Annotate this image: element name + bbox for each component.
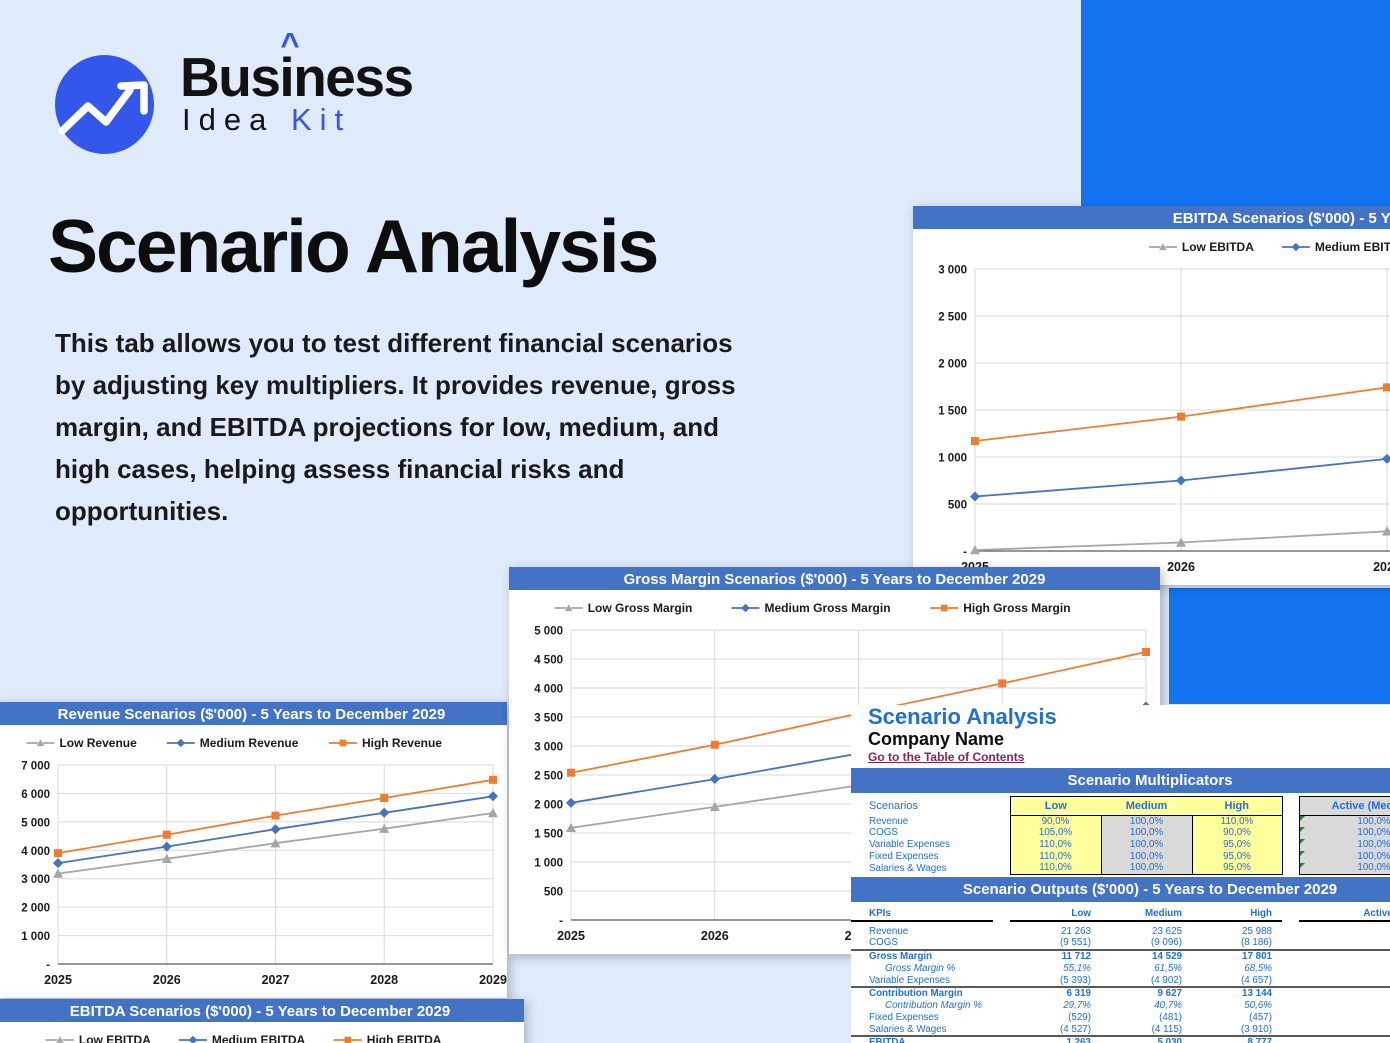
svg-text:Medium EBITDA: Medium EBITDA bbox=[212, 1033, 306, 1043]
svg-text:2025: 2025 bbox=[557, 929, 585, 943]
svg-text:2 500: 2 500 bbox=[534, 771, 563, 783]
svg-text:Revenue Scenarios ($'000) - 5: Revenue Scenarios ($'000) - 5 Years to D… bbox=[58, 706, 446, 723]
svg-text:5 000: 5 000 bbox=[534, 626, 563, 638]
svg-text:2 000: 2 000 bbox=[534, 800, 563, 812]
svg-text:Medium Gross Margin: Medium Gross Margin bbox=[765, 601, 891, 615]
svg-text:1 000: 1 000 bbox=[938, 453, 967, 465]
svg-text:500: 500 bbox=[544, 887, 563, 899]
svg-text:Low Revenue: Low Revenue bbox=[59, 736, 137, 750]
svg-text:1 500: 1 500 bbox=[534, 829, 563, 841]
svg-text:-: - bbox=[46, 960, 50, 972]
svg-text:Medium EBITDA: Medium EBITDA bbox=[1315, 240, 1390, 254]
svg-text:High Gross Margin: High Gross Margin bbox=[963, 601, 1070, 615]
svg-text:2027: 2027 bbox=[1373, 560, 1390, 574]
svg-text:High Revenue: High Revenue bbox=[362, 736, 442, 750]
svg-text:2026: 2026 bbox=[701, 929, 729, 943]
svg-text:4 500: 4 500 bbox=[534, 655, 563, 667]
svg-text:2029: 2029 bbox=[479, 973, 507, 987]
svg-text:Low EBITDA: Low EBITDA bbox=[1182, 240, 1254, 254]
svg-text:2025: 2025 bbox=[44, 973, 72, 987]
svg-text:2 500: 2 500 bbox=[938, 312, 967, 324]
svg-text:3 000: 3 000 bbox=[534, 742, 563, 754]
svg-text:500: 500 bbox=[948, 500, 967, 512]
svg-text:2026: 2026 bbox=[1167, 560, 1195, 574]
svg-text:Gross Margin Scenarios ($'000): Gross Margin Scenarios ($'000) - 5 Years… bbox=[624, 571, 1046, 588]
svg-text:3 000: 3 000 bbox=[938, 265, 967, 277]
svg-text:3 000: 3 000 bbox=[21, 874, 50, 886]
svg-text:4 000: 4 000 bbox=[534, 684, 563, 696]
svg-text:High EBITDA: High EBITDA bbox=[367, 1033, 442, 1043]
svg-text:2026: 2026 bbox=[153, 973, 181, 987]
svg-text:3 500: 3 500 bbox=[534, 713, 563, 725]
svg-text:EBITDA Scenarios ($'000) - 5 Y: EBITDA Scenarios ($'000) - 5 Years to De… bbox=[70, 1003, 450, 1020]
svg-text:2 000: 2 000 bbox=[938, 359, 967, 371]
svg-text:1 500: 1 500 bbox=[938, 406, 967, 418]
svg-text:5 000: 5 000 bbox=[21, 817, 50, 829]
svg-text:7 000: 7 000 bbox=[21, 761, 50, 773]
svg-text:6 000: 6 000 bbox=[21, 789, 50, 801]
svg-text:2 000: 2 000 bbox=[21, 903, 50, 915]
svg-text:EBITDA Scenarios ($'000) - 5 Y: EBITDA Scenarios ($'000) - 5 Years to De… bbox=[1173, 210, 1390, 227]
svg-text:Low Gross Margin: Low Gross Margin bbox=[588, 601, 693, 615]
svg-text:2027: 2027 bbox=[262, 973, 290, 987]
svg-text:2028: 2028 bbox=[370, 973, 398, 987]
svg-text:-: - bbox=[963, 547, 967, 559]
svg-text:Medium Revenue: Medium Revenue bbox=[200, 736, 299, 750]
svg-text:4 000: 4 000 bbox=[21, 846, 50, 858]
svg-text:Low EBITDA: Low EBITDA bbox=[79, 1033, 151, 1043]
svg-text:1 000: 1 000 bbox=[21, 931, 50, 943]
svg-text:-: - bbox=[559, 916, 563, 928]
svg-text:1 000: 1 000 bbox=[534, 858, 563, 870]
